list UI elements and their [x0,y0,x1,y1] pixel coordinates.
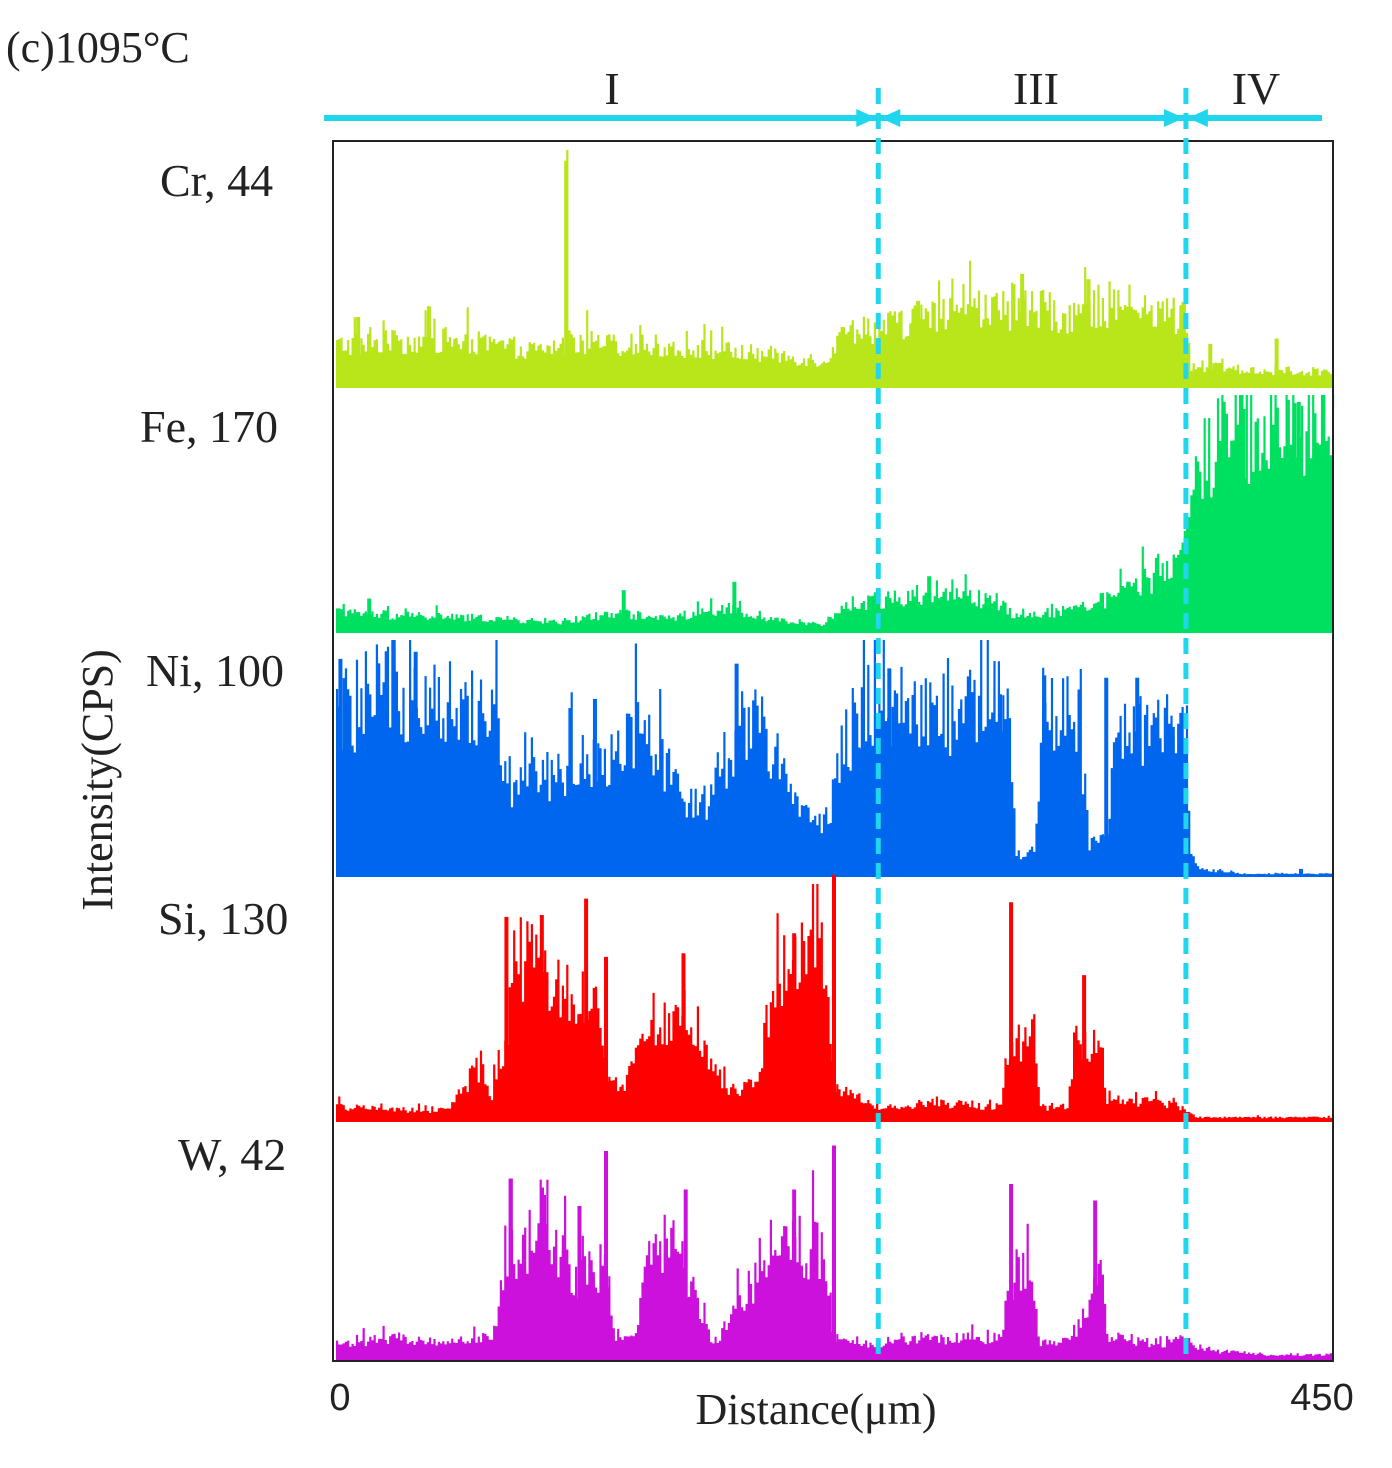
series-area-w [336,1170,1335,1360]
x-tick-450: 450 [1290,1377,1353,1419]
series-label-ni: Ni, 100 [146,645,284,696]
region-label-iv: IV [1232,63,1281,114]
series-fe [336,395,1335,633]
x-axis-label: Distance(μm) [695,1385,936,1434]
series-area-fe [336,395,1335,632]
region-label-i: I [604,63,619,114]
panel-title: (c)1095°C [6,23,190,72]
series-area-ni [336,640,1335,876]
plot-frame [332,140,1334,1362]
region-arrow-right-0 [856,109,877,127]
series-layer [336,150,1335,1361]
series-si [336,874,1335,1122]
region-markers [324,88,1322,1360]
series-label-si: Si, 130 [158,893,288,944]
region-label-iii: III [1013,63,1059,114]
region-arrow-left-1 [1187,109,1208,127]
x-tick-0: 0 [329,1377,350,1419]
region-arrow-right-1 [1163,109,1184,127]
series-cr [336,150,1335,388]
series-label-fe: Fe, 170 [140,401,278,452]
series-label-w: W, 42 [178,1129,286,1180]
series-label-cr: Cr, 44 [160,155,273,206]
region-arrow-left-0 [880,109,901,127]
series-area-cr [336,150,1335,387]
y-axis-label: Intensity(CPS) [73,649,122,911]
